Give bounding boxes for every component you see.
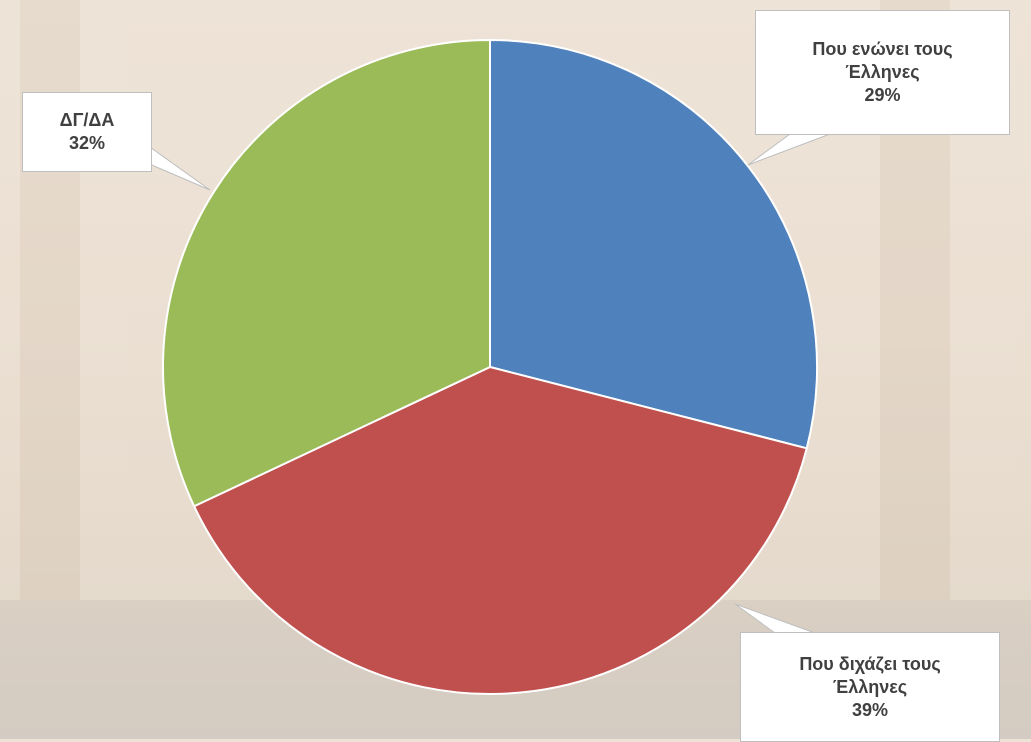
value-label: 39% [852,699,888,722]
value-label: 29% [864,84,900,107]
category-label: ΔΓ/ΔΑ [29,109,144,132]
category-label: Που διχάζει τους Έλληνες [770,653,970,699]
value-label: 32% [69,132,105,155]
category-label: Που ενώνει τους Έλληνες [783,38,983,84]
page: (() => { const data = JSON.parse(documen… [0,0,1031,739]
